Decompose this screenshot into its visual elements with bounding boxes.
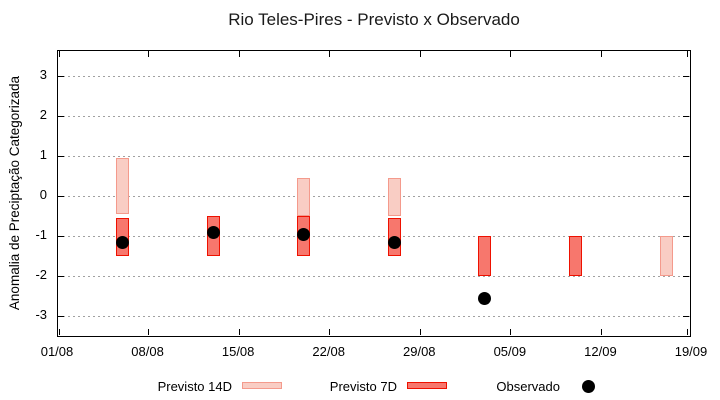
y-tick-label: -3 [35,307,47,322]
gridline-y [58,155,690,157]
x-tick-top [687,51,688,57]
y-tick-label: 2 [39,107,47,122]
forecast-14d-bar [659,236,673,276]
x-tick-bottom [687,329,688,335]
x-tick-top [148,51,150,57]
x-tick-bottom [238,329,240,335]
x-tick-label: 08/08 [131,344,164,359]
x-tick-bottom [600,329,602,335]
gridline-y [58,275,690,277]
chart-title: Rio Teles-Pires - Previsto x Observado [228,10,520,29]
y-tick-left [58,76,64,77]
forecast-14d-bar [387,178,401,216]
legend-label-previsto-14d: Previsto 14D [157,379,232,394]
forecast-7d-bar [569,236,583,276]
x-tick-label: 05/09 [493,344,527,359]
x-tick-top [419,51,421,57]
legend-label-previsto-7d: Previsto 7D [329,379,397,394]
gridline-y [58,115,690,117]
x-tick-bottom [148,329,150,335]
previsto-7d-swatch-icon [407,382,447,389]
x-tick-label: 29/08 [403,344,436,359]
y-tick-label: -2 [35,267,47,282]
plot-area [57,50,691,337]
y-tick-right [683,116,689,117]
x-tick-top [329,51,331,57]
x-tick-label: 19/09 [674,344,708,359]
legend-label-observado: Observado [496,379,560,394]
x-tick-label: 22/08 [312,344,345,359]
gridline-y [58,195,690,197]
observed-point [206,225,220,239]
observed-point [297,227,311,241]
x-tick-bottom [329,329,331,335]
y-tick-right [683,236,689,237]
x-tick-top [600,51,602,57]
x-tick-bottom [510,329,512,335]
x-tick-top [59,51,60,57]
x-tick-bottom [419,329,421,335]
y-tick-label: 1 [39,147,47,162]
y-tick-label: 3 [39,67,47,82]
y-tick-label: -1 [35,227,47,242]
y-tick-right [683,196,689,197]
forecast-7d-bar [478,236,492,276]
x-tick-label: 12/09 [584,344,617,359]
gridline-y [58,75,690,77]
y-tick-right [683,316,689,317]
previsto-14d-swatch-icon [242,382,282,389]
observado-dot-icon [582,380,595,393]
y-tick-left [58,236,64,237]
x-tick-bottom [59,329,60,335]
gridline-y [58,235,690,237]
y-tick-left [58,316,64,317]
x-tick-top [238,51,240,57]
y-tick-right [683,76,689,77]
y-tick-left [58,196,64,197]
forecast-14d-bar [297,178,311,216]
x-tick-label: 15/08 [221,344,255,359]
observed-point [116,235,130,249]
x-tick-top [510,51,512,57]
observed-point [387,235,401,249]
forecast-14d-bar [116,158,130,214]
x-tick-label: 01/08 [40,344,74,359]
gridline-y [58,315,690,317]
y-tick-left [58,156,64,157]
y-tick-left [58,116,64,117]
observed-point [478,291,492,305]
y-tick-right [683,276,689,277]
y-tick-right [683,156,689,157]
y-tick-left [58,276,64,277]
y-tick-label: 0 [39,187,47,202]
